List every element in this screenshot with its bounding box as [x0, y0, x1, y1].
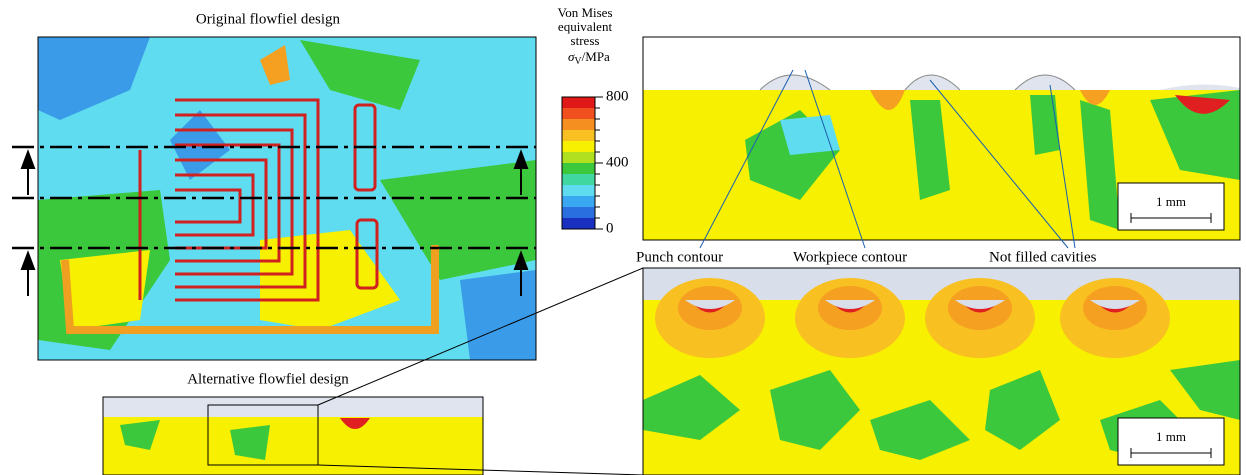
- label-cavities: Not filled cavities: [989, 249, 1097, 265]
- scale-label: 1 mm: [1156, 429, 1186, 444]
- colorbar-symbol: σV/MPa: [568, 49, 610, 67]
- colorbar-tick-label: 400: [606, 154, 629, 170]
- colorbar-title: Von Mises: [557, 5, 612, 20]
- label-punch: Punch contour: [636, 249, 723, 265]
- page: {"left": {"title": "Original flowfiel de…: [0, 0, 1246, 475]
- colorbar-title: stress: [571, 33, 600, 48]
- figure: Original flowfiel design Alternative flo…: [0, 0, 1246, 475]
- alt-field: [103, 397, 483, 475]
- alt-title: Alternative flowfiel design: [187, 371, 349, 387]
- colorbar-title: equivalent: [558, 19, 613, 34]
- colorbar-tick-label: 0: [606, 220, 614, 236]
- left-title: Original flowfiel design: [196, 11, 341, 27]
- scale-label: 1 mm: [1156, 194, 1186, 209]
- colorbar: Von Mises equivalent stress σV/MPa 0 400 8…: [557, 5, 628, 236]
- label-workpiece: Workpiece contour: [793, 249, 907, 265]
- colorbar-tick-label: 800: [606, 88, 629, 104]
